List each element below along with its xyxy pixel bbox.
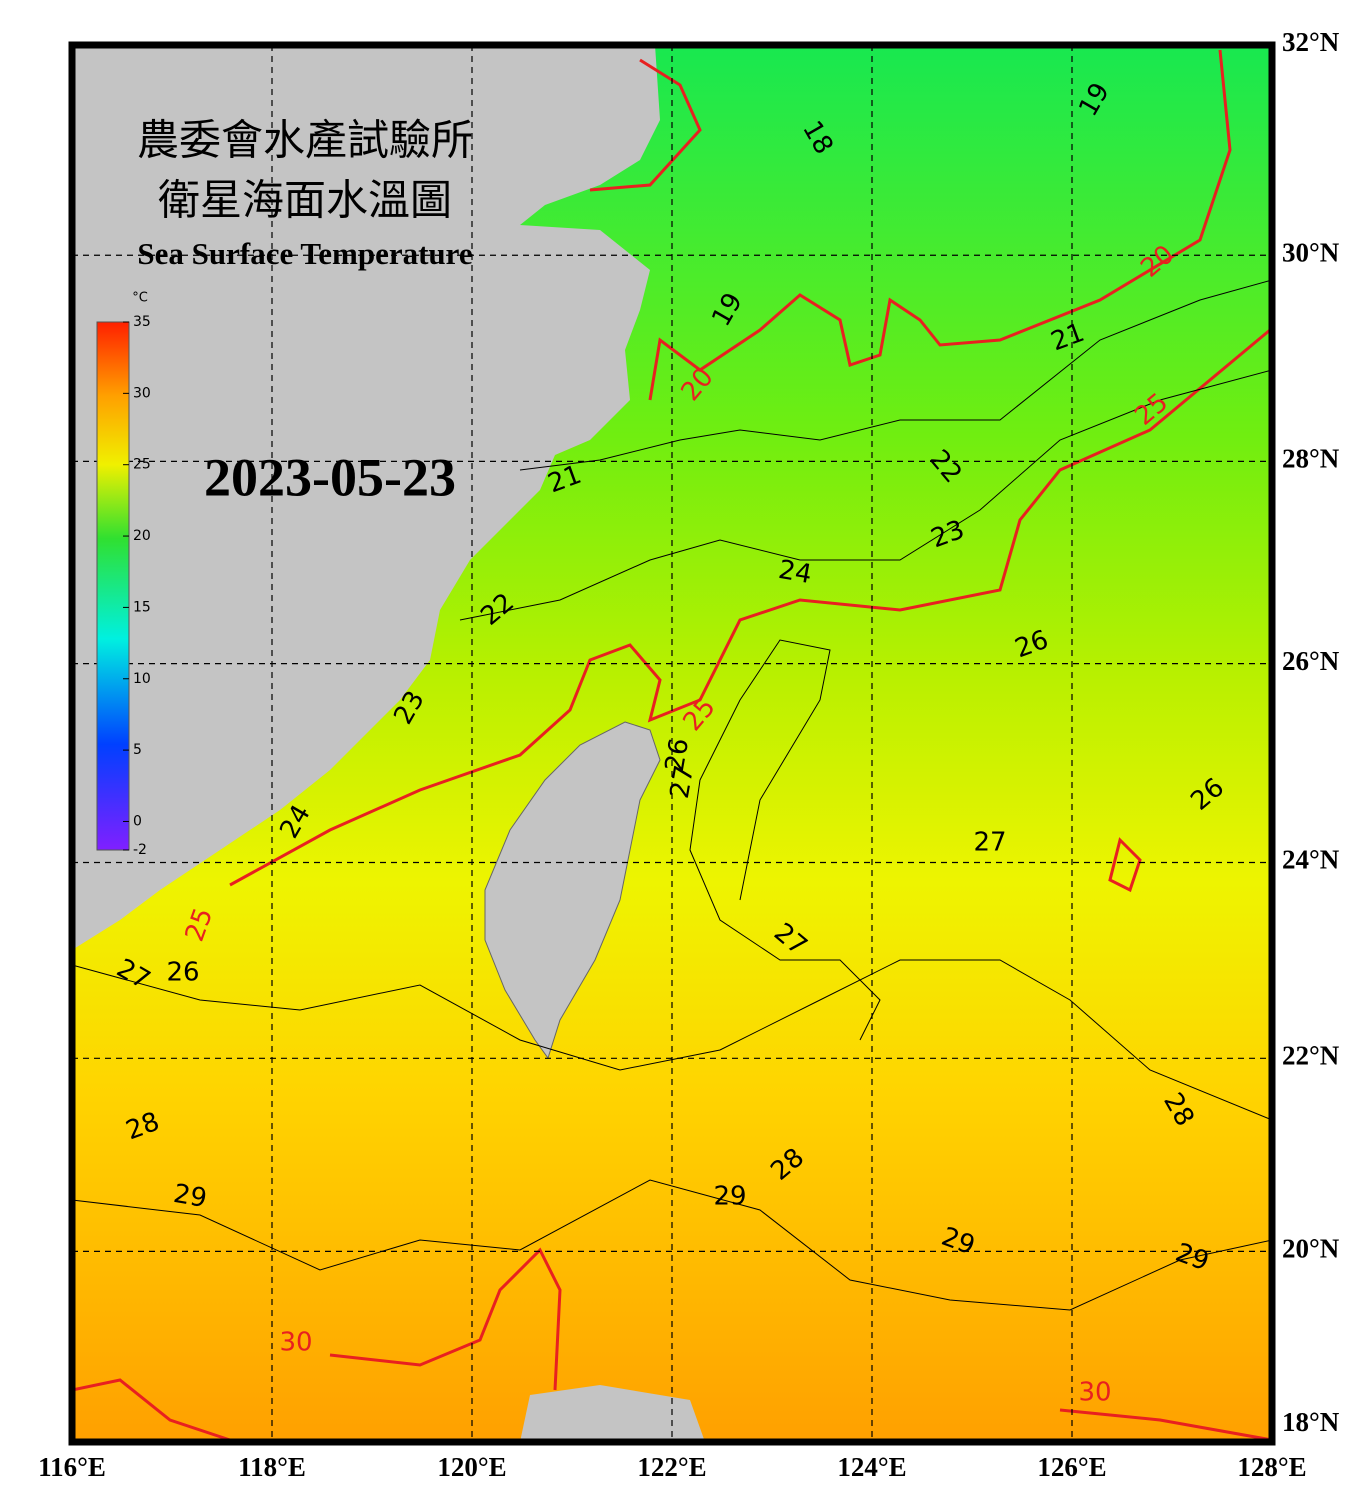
lat-label: 30°N	[1282, 237, 1340, 267]
colorbar-tick-label: 20	[133, 528, 151, 544]
title-zh-2: 衛星海面水溫圖	[158, 179, 452, 225]
colorbar-tick-label: 15	[133, 599, 151, 615]
lon-label: 128°E	[1237, 1452, 1306, 1482]
lon-label: 124°E	[837, 1452, 906, 1482]
lat-label: 24°N	[1282, 845, 1340, 875]
map-area	[72, 45, 1272, 1442]
colorbar-tick-label: 0	[133, 813, 142, 829]
lon-label: 120°E	[437, 1452, 506, 1482]
lon-label: 122°E	[637, 1452, 706, 1482]
lon-label: 116°E	[38, 1452, 106, 1482]
colorbar-unit: °C	[132, 291, 148, 306]
lat-label: 20°N	[1282, 1234, 1340, 1264]
contour-label: 30	[1078, 1378, 1111, 1408]
contour-label: 27	[973, 828, 1006, 858]
colorbar-tick-label: 35	[133, 314, 151, 330]
lon-label: 126°E	[1037, 1452, 1106, 1482]
contour-label: 26	[660, 736, 695, 774]
lat-label: 28°N	[1282, 444, 1340, 474]
contour-label: 26	[166, 958, 199, 988]
red-contours	[72, 49, 1272, 1442]
luzon-land	[520, 1385, 705, 1442]
black-contours	[72, 279, 1272, 1311]
contour-label: 30	[279, 1328, 312, 1358]
date: 2023-05-23	[204, 447, 456, 507]
contour-label: 24	[776, 555, 814, 590]
lat-label: 22°N	[1282, 1041, 1340, 1071]
colorbar-tick-label: -2	[133, 842, 147, 858]
colorbar	[96, 321, 130, 851]
lat-label: 18°N	[1282, 1407, 1340, 1437]
colorbar-tick-label: 30	[133, 385, 151, 401]
china-land	[72, 45, 660, 950]
lat-label: 32°N	[1282, 27, 1340, 57]
contour-label: 29	[713, 1182, 746, 1212]
title-en: Sea Surface Temperature	[137, 236, 472, 271]
contour-label: 27	[665, 763, 700, 801]
colorbar-tick-label: 25	[133, 457, 151, 473]
title-zh-1: 農委會水產試驗所	[137, 118, 473, 165]
frame	[68, 41, 1276, 1446]
contour-label: 29	[171, 1179, 209, 1214]
lat-label: 26°N	[1282, 646, 1340, 676]
colorbar-tick-label: 10	[133, 671, 151, 687]
lon-label: 118°E	[238, 1452, 306, 1482]
colorbar-tick-label: 5	[133, 742, 142, 758]
graticule	[72, 45, 1272, 1442]
